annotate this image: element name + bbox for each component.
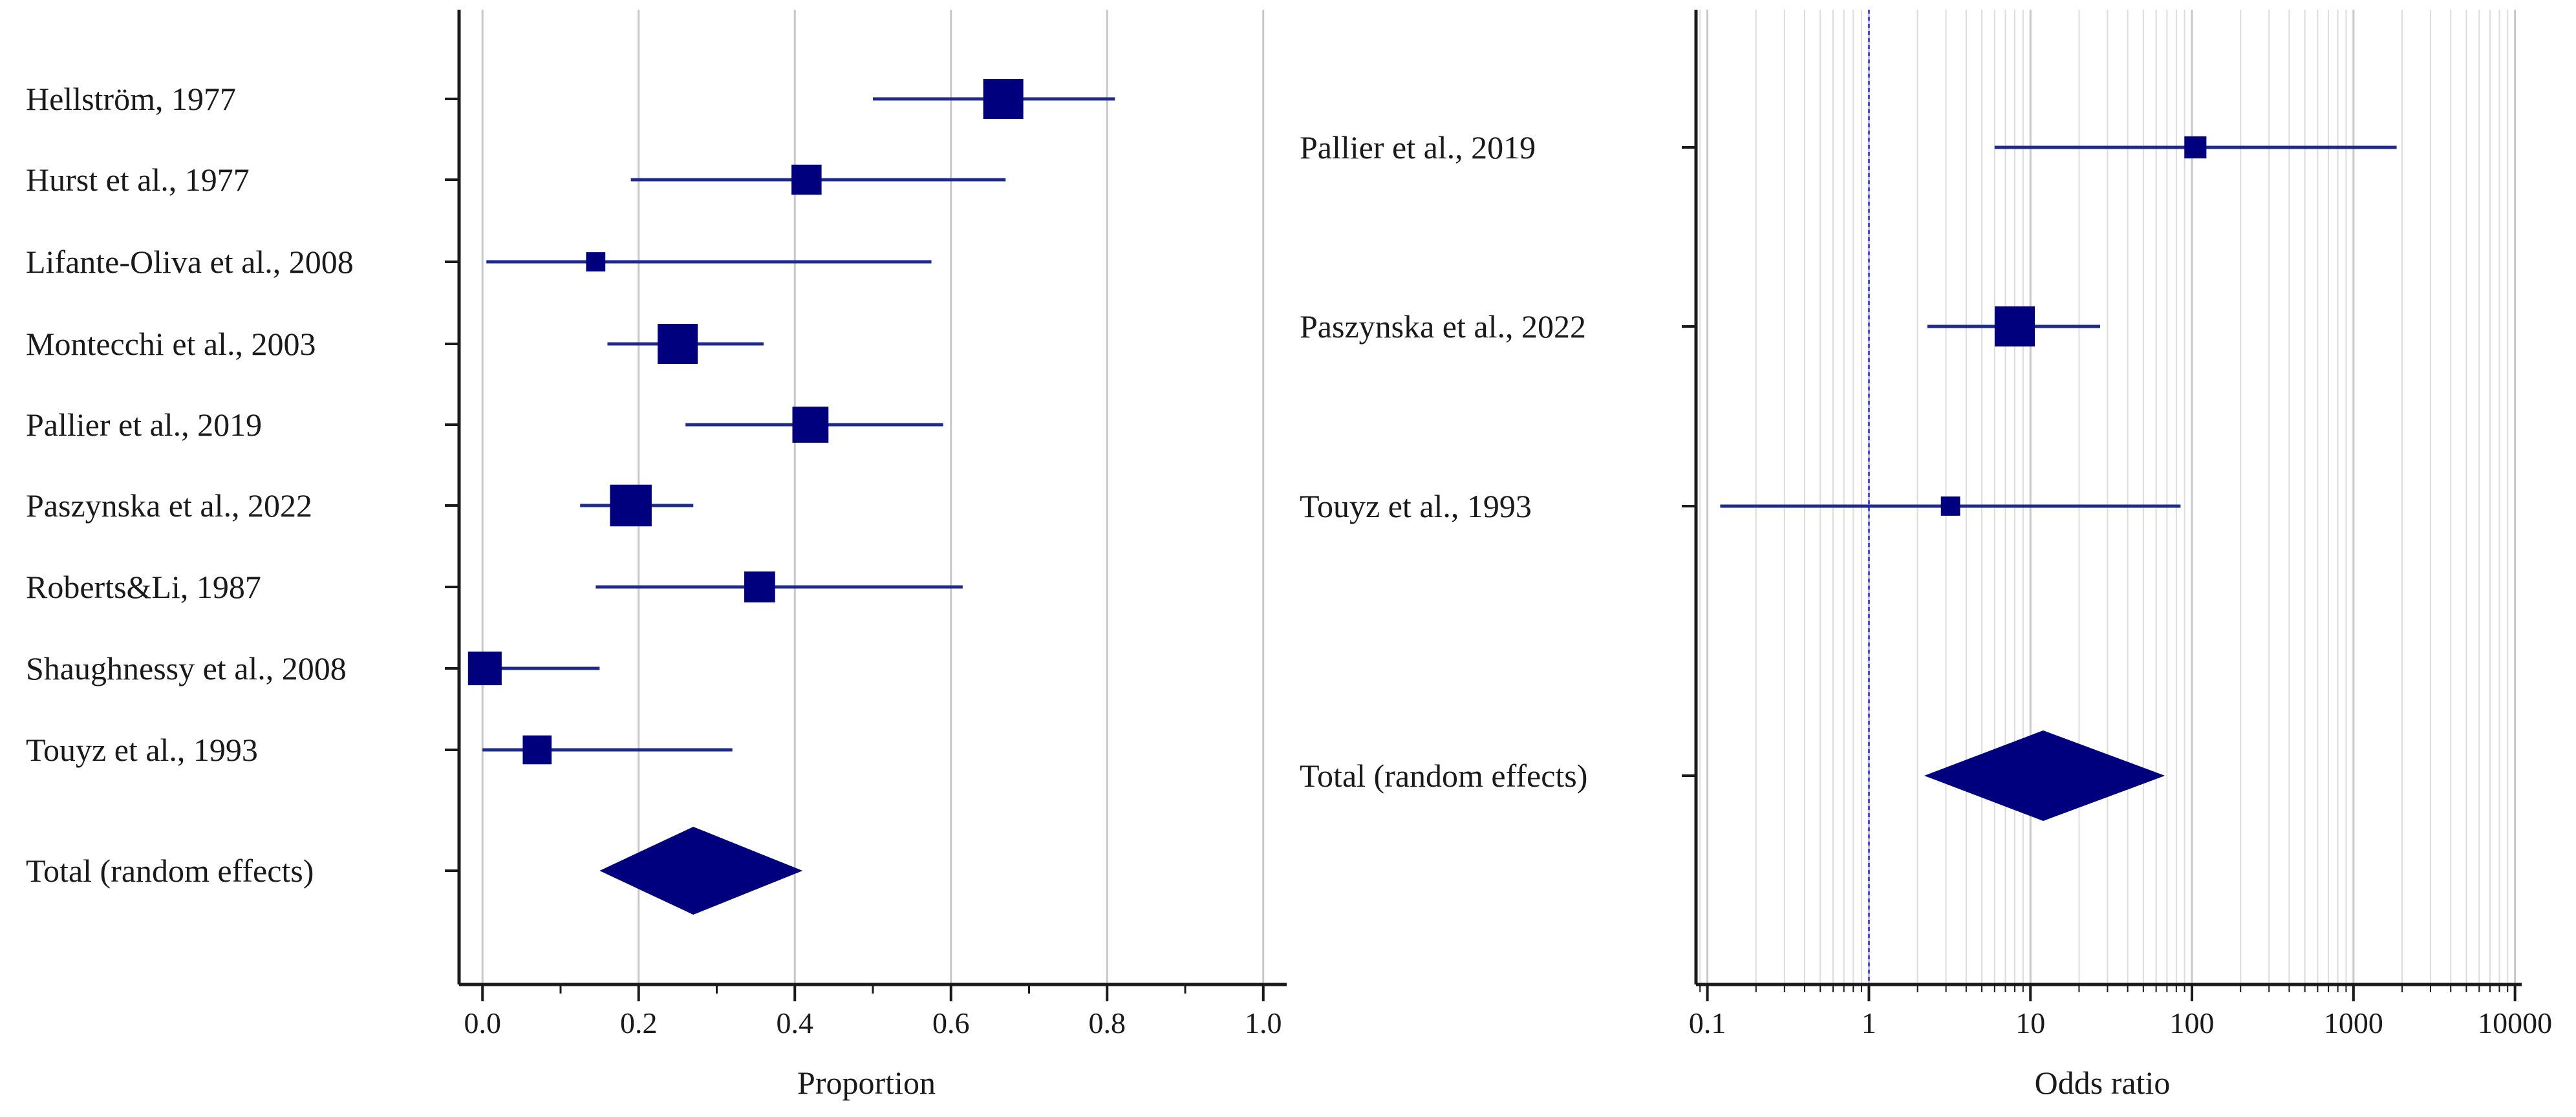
study-estimate-marker bbox=[2184, 136, 2207, 159]
x-axis-title: Odds ratio bbox=[2035, 1065, 2171, 1101]
study-estimate-marker bbox=[791, 164, 822, 195]
study-label: Pallier et al., 2019 bbox=[1300, 129, 1536, 165]
study-estimate-marker bbox=[658, 324, 698, 364]
x-tick-label: 1.0 bbox=[1245, 1006, 1282, 1039]
study-label: Paszynska et al., 2022 bbox=[1300, 308, 1586, 345]
total-label: Total (random effects) bbox=[26, 853, 314, 889]
x-tick-label: 10 bbox=[2015, 1006, 2045, 1039]
study-estimate-marker bbox=[586, 252, 606, 271]
study-label: Lifante-Oliva et al., 2008 bbox=[26, 244, 354, 280]
study-label: Touyz et al., 1993 bbox=[1300, 488, 1532, 524]
x-axis-title: Proportion bbox=[797, 1065, 936, 1101]
study-label: Roberts&Li, 1987 bbox=[26, 569, 261, 605]
x-tick-label: 0.4 bbox=[776, 1006, 813, 1039]
study-label: Touyz et al., 1993 bbox=[26, 732, 258, 768]
x-tick-label: 10000 bbox=[2478, 1006, 2552, 1039]
x-tick-label: 0.2 bbox=[620, 1006, 658, 1039]
study-label: Hellström, 1977 bbox=[26, 81, 236, 117]
study-estimate-marker bbox=[467, 651, 502, 686]
pooled-estimate-diamond bbox=[1924, 730, 2165, 821]
study-estimate-marker bbox=[744, 571, 775, 602]
study-label: Paszynska et al., 2022 bbox=[26, 487, 312, 524]
study-estimate-marker bbox=[522, 735, 552, 765]
study-label: Montecchi et al., 2003 bbox=[26, 326, 316, 362]
study-estimate-marker bbox=[983, 79, 1024, 119]
x-tick-label: 0.0 bbox=[464, 1006, 501, 1039]
study-estimate-marker bbox=[1995, 306, 2035, 346]
study-label: Shaughnessy et al., 2008 bbox=[26, 650, 347, 686]
odds-ratio-forest-plot: 0.1 1 10 100 1000 10000 Odds ratio Pallier et a… bbox=[1300, 10, 2552, 1101]
x-tick-label: 0.8 bbox=[1089, 1006, 1126, 1039]
x-tick-label: 1000 bbox=[2324, 1006, 2383, 1039]
x-tick-label: 1 bbox=[1862, 1006, 1876, 1039]
total-label: Total (random effects) bbox=[1300, 758, 1587, 794]
study-label: Hurst et al., 1977 bbox=[26, 162, 250, 198]
study-label: Pallier et al., 2019 bbox=[26, 407, 262, 443]
study-estimate-marker bbox=[1940, 496, 1960, 516]
x-tick-label: 0.1 bbox=[1689, 1006, 1726, 1039]
x-tick-label: 100 bbox=[2170, 1006, 2215, 1039]
proportion-forest-plot: 0.0 0.2 0.4 0.6 0.8 1.0 Proportion Hellström, 1… bbox=[26, 10, 1287, 1101]
pooled-estimate-diamond bbox=[599, 827, 803, 915]
study-estimate-marker bbox=[610, 484, 652, 527]
study-estimate-marker bbox=[792, 407, 829, 443]
x-tick-label: 0.6 bbox=[932, 1006, 970, 1039]
